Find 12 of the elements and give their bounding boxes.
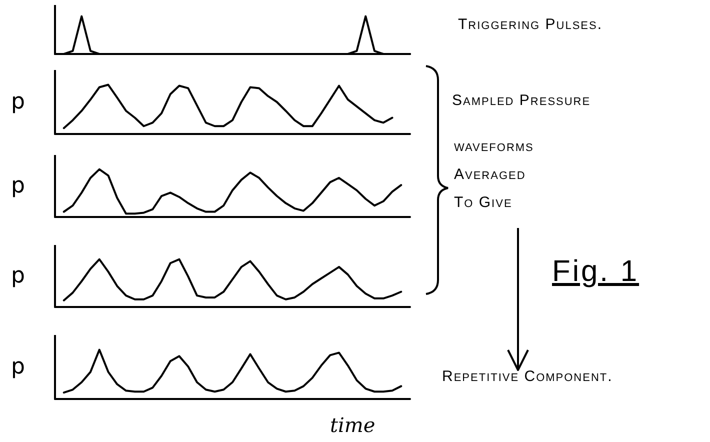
text: To Give bbox=[454, 194, 512, 211]
y-axis-title: p bbox=[11, 264, 25, 288]
text: Averaged bbox=[454, 166, 526, 183]
text: Triggering Pulses. bbox=[458, 16, 603, 33]
y-axis-title: p bbox=[11, 354, 25, 380]
x-axis-title: time bbox=[330, 413, 376, 437]
y-axis-title: p bbox=[11, 90, 25, 114]
caption: Fig. 1 bbox=[552, 255, 640, 289]
text: Repetitive Component. bbox=[442, 368, 613, 385]
y-axis-title: p bbox=[11, 174, 25, 198]
text: Sampled Pressure bbox=[452, 92, 591, 109]
text: waveforms bbox=[454, 138, 534, 155]
